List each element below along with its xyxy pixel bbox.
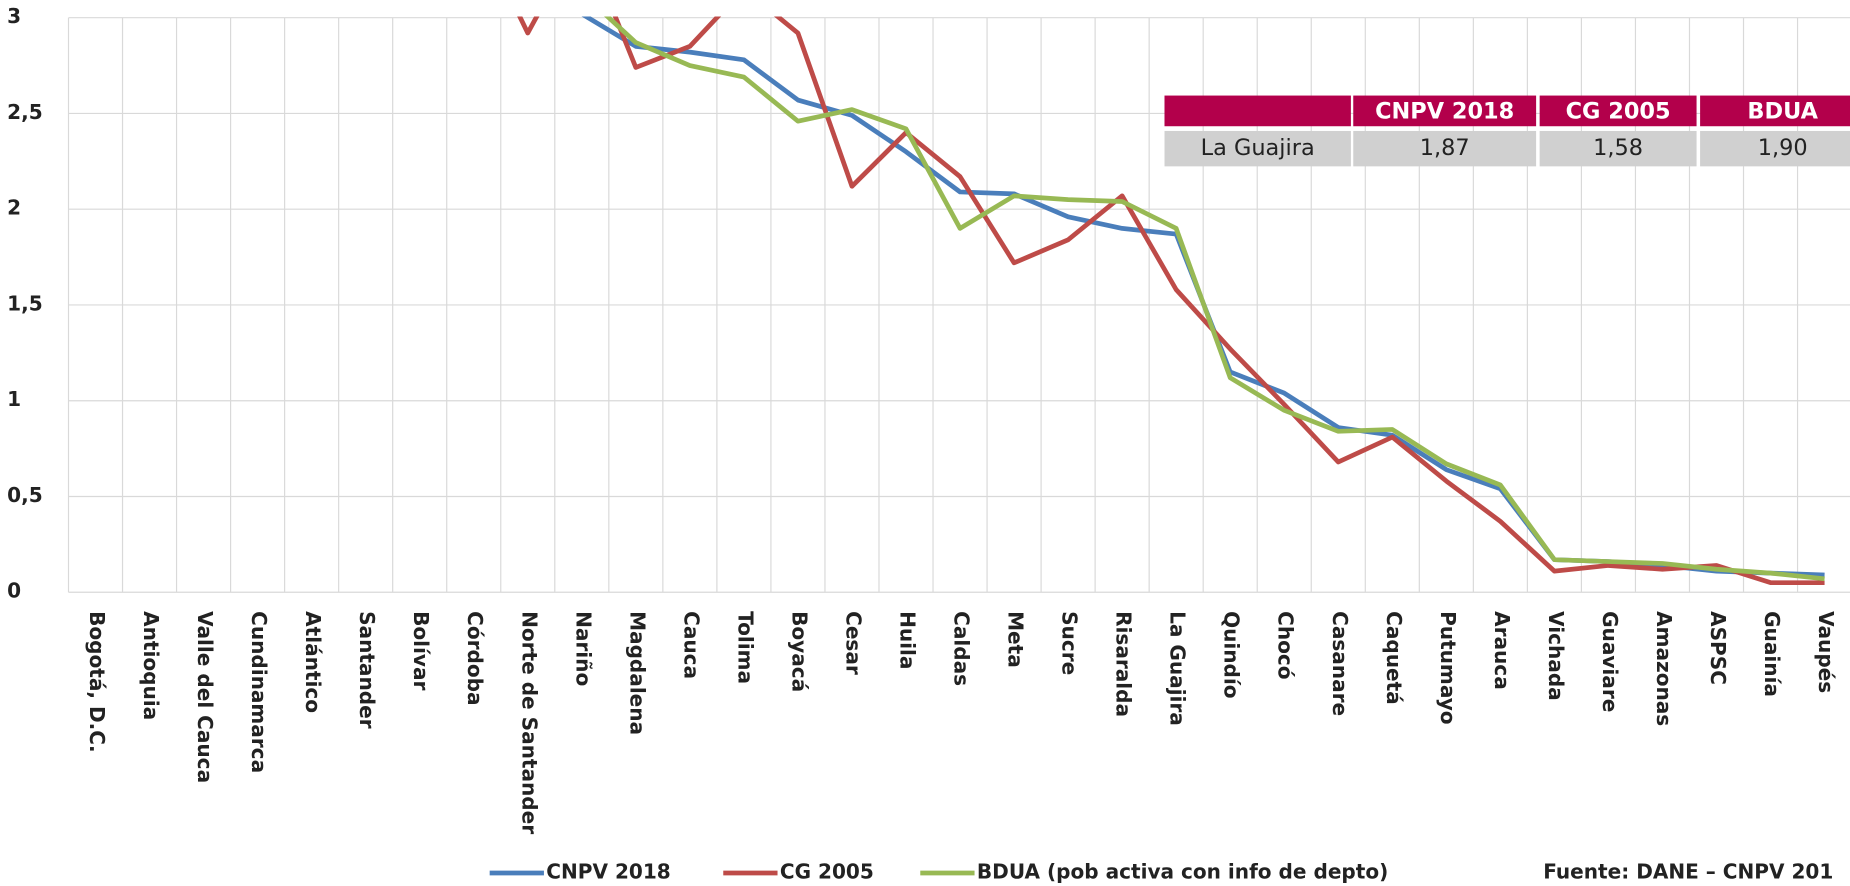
table-header-cell: [1353, 95, 1537, 127]
x-tick-label: Antioquia: [139, 611, 163, 720]
y-tick-label: 2: [7, 196, 21, 220]
table-cell-text: 1,90: [1758, 135, 1808, 161]
legend-label: CG 2005: [780, 860, 874, 884]
x-tick-label: Guainía: [1760, 611, 1784, 697]
x-tick-label: Córdoba: [463, 611, 487, 705]
x-tick-label: Huila: [896, 611, 920, 669]
x-tick-label: Bogotá, D.C.: [85, 611, 109, 752]
x-tick-label: Magdalena: [625, 611, 649, 735]
x-tick-label: Tolima: [733, 611, 757, 684]
x-tick-label: Casanare: [1328, 611, 1352, 716]
x-tick-label: Sucre: [1058, 611, 1082, 675]
x-tick-label: Caquetá: [1382, 611, 1406, 705]
table-cell-text: 1,87: [1420, 135, 1470, 161]
y-tick-label: 1: [7, 387, 21, 411]
x-tick-label: Vichada: [1544, 611, 1568, 701]
x-tick-label: Guaviare: [1598, 611, 1622, 712]
table-cell-text: 1,58: [1593, 135, 1643, 161]
plot-area: [517, 16, 1825, 586]
x-tick-label: Bolívar: [409, 611, 433, 690]
labels: 0 0,5 1 1,5 2 2,5 3 Bogotá, D.C. Antioquia Valle …: [7, 4, 1850, 884]
table-cell: [1164, 130, 1351, 167]
x-tick-label: Meta: [1004, 611, 1028, 668]
table-cell: [1700, 130, 1850, 167]
y-tick-label: 2,5: [7, 100, 43, 124]
x-tick-label: Cauca: [679, 611, 703, 679]
x-tick-label: Risaralda: [1112, 611, 1136, 717]
table-cell-text: La Guajira: [1201, 135, 1315, 161]
legend-label: CNPV 2018: [546, 860, 670, 884]
x-tick-label: La Guajira: [1166, 611, 1190, 726]
x-tick-label: Norte de Santander: [517, 611, 541, 834]
x-tick-label: Atlántico: [301, 611, 325, 713]
series-line: [517, 16, 1825, 586]
x-tick-label: Valle del Cauca: [193, 611, 217, 783]
x-tick-label: Arauca: [1490, 611, 1514, 690]
table-header: CG 2005: [1566, 99, 1671, 125]
y-tick-label: 3: [7, 4, 21, 28]
x-tick-label: Vaupés: [1814, 611, 1838, 693]
series-line: [604, 16, 1825, 582]
x-tick-label: Putumayo: [1436, 611, 1460, 724]
y-tick-label: 1,5: [7, 291, 43, 315]
y-tick-label: 0,5: [7, 483, 43, 507]
table-header: BDUA: [1747, 99, 1818, 125]
x-tick-label: Amazonas: [1652, 611, 1676, 726]
legend-label: BDUA (pob activa con info de depto): [977, 860, 1388, 884]
x-tick-label: Caldas: [950, 611, 974, 686]
table-header: CNPV 2018: [1375, 99, 1514, 125]
x-tick-label: Santander: [355, 611, 379, 729]
x-tick-label: ASPSC: [1706, 611, 1730, 685]
x-tick-label: Nariño: [571, 611, 595, 686]
x-tick-label: Cundinamarca: [247, 611, 271, 773]
x-tick-label: Chocó: [1274, 611, 1298, 679]
x-tick-label: Boyacá: [787, 611, 811, 692]
table-cell: [1353, 130, 1537, 167]
table-header-cell: [1164, 95, 1351, 127]
table-header-cell: [1700, 95, 1850, 127]
x-tick-label: Cesar: [841, 611, 865, 675]
table-cell: [1539, 130, 1697, 167]
source: Fuente: DANE – CNPV 201: [1543, 860, 1833, 884]
x-tick-label: Quindío: [1220, 611, 1244, 698]
table-header-cell: [1539, 95, 1697, 127]
y-tick-label: 0: [7, 579, 21, 603]
